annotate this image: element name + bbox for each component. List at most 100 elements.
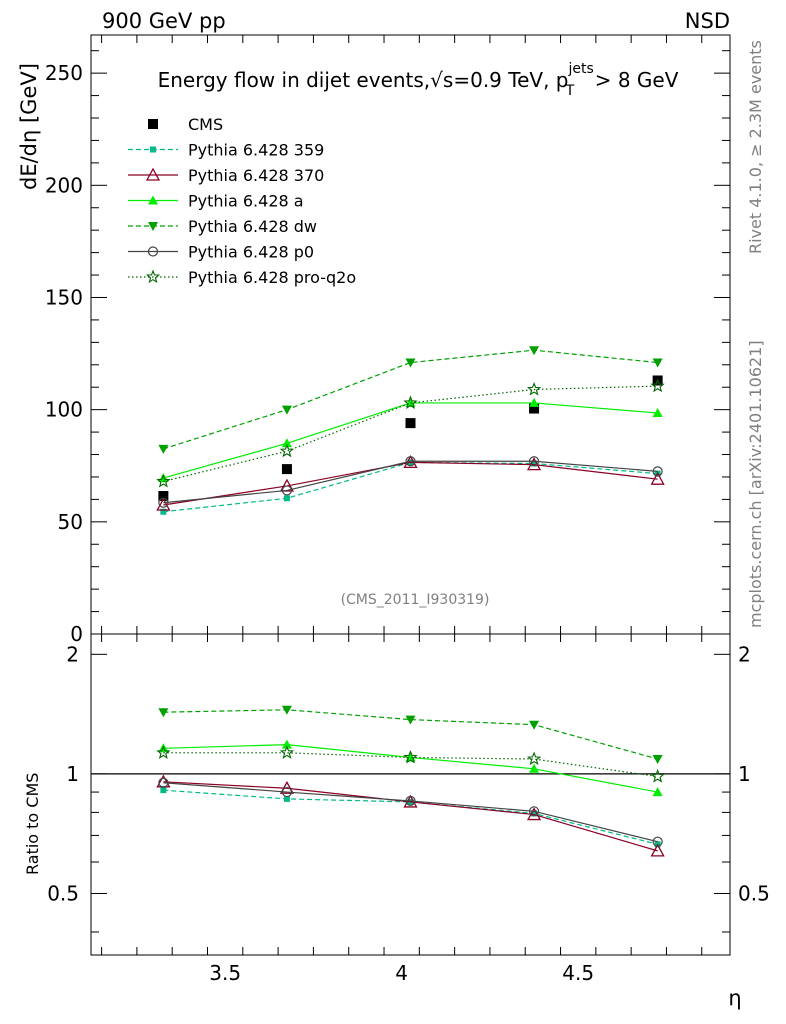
main-data-point	[158, 444, 169, 454]
main-series-line	[163, 349, 658, 450]
ratio-data-point	[279, 745, 295, 759]
legend-entry: Pythia 6.428 a	[128, 192, 304, 211]
ratio-data-point	[158, 777, 169, 788]
main-data-point	[529, 403, 540, 414]
ratio-series-line	[163, 709, 658, 760]
legend-entry: Pythia 6.428 359	[128, 141, 324, 160]
legend-marker	[150, 146, 156, 153]
main-y-tick-label: 50	[58, 510, 83, 534]
main-series-pythia-6-428-a	[158, 397, 663, 483]
main-y-tick-label: 200	[45, 173, 83, 197]
x-tick-label: 4	[395, 961, 408, 985]
main-series-pythia-6-428-dw	[158, 346, 663, 454]
main-data-point	[650, 471, 665, 485]
ratio-data-point	[529, 720, 540, 730]
ratio-y-tick-label: 0.5	[47, 881, 79, 905]
main-data-point	[405, 358, 416, 368]
main-series-line	[163, 461, 658, 506]
ratio-data-point	[652, 836, 663, 847]
main-data-point	[158, 497, 169, 508]
ratio-y-tick-label: 2	[66, 642, 79, 666]
main-y-axis-label: dE/dη [GeV]	[17, 63, 41, 190]
ratio-data-point	[405, 715, 416, 725]
main-data-point	[156, 497, 171, 511]
ratio-data-point	[160, 787, 167, 794]
main-plot-frame	[90, 34, 731, 635]
ratio-data-point	[652, 755, 663, 765]
legend-entry: Pythia 6.428 370	[128, 166, 324, 185]
ratio-data-point	[531, 810, 538, 817]
main-data-point	[650, 378, 665, 393]
main-series-line	[163, 461, 658, 513]
x-axis-label: η	[728, 986, 741, 1010]
ratio-data-point	[650, 843, 665, 857]
ratio-y-tick-label-right: 2	[738, 642, 751, 666]
mcplots-label: mcplots.cern.ch [arXiv:2401.10621]	[746, 340, 765, 628]
main-data-point	[403, 395, 418, 410]
main-series-line	[163, 460, 658, 504]
ratio-series-line	[163, 782, 658, 843]
main-data-point	[281, 438, 292, 448]
main-data-point	[281, 464, 292, 475]
ratio-y-tick-label-right: 0.5	[738, 881, 770, 905]
main-data-point	[529, 346, 540, 356]
legend-label: Pythia 6.428 a	[188, 192, 304, 211]
ratio-series-pythia-6-428-pro-q2o	[156, 745, 665, 783]
ratio-data-point	[650, 769, 665, 783]
ratio-series-pythia-6-428-dw	[158, 705, 663, 765]
main-series-cms	[158, 375, 663, 502]
ratio-data-point	[281, 705, 292, 715]
ratio-data-point	[652, 787, 663, 797]
ratio-data-point	[529, 763, 540, 773]
legend-label: Pythia 6.428 p0	[188, 243, 314, 262]
main-data-point	[281, 405, 292, 415]
ratio-series-line	[163, 789, 658, 845]
ratio-plot-frame	[90, 633, 731, 956]
legend-entry: Pythia 6.428 pro-q2o	[128, 268, 356, 287]
legend-label: Pythia 6.428 359	[188, 141, 324, 160]
header-left: 900 GeV pp	[102, 9, 226, 33]
legend-marker	[145, 269, 161, 284]
main-data-point	[279, 443, 295, 458]
main-data-point	[652, 408, 663, 418]
rivet-label: Rivet 4.1.0, ≥ 2.3M events	[746, 40, 765, 254]
main-series-line	[163, 385, 658, 483]
main-series-pythia-6-428-pro-q2o	[156, 378, 665, 488]
main-data-point	[652, 466, 663, 477]
legend-marker	[148, 119, 158, 129]
ratio-y-tick-label: 1	[66, 762, 79, 786]
legend-marker	[147, 246, 159, 257]
x-tick-label: 4.5	[562, 961, 594, 985]
header-right: NSD	[685, 9, 730, 33]
main-data-point	[526, 382, 542, 396]
main-data-point	[160, 508, 167, 515]
ratio-y-axis-label: Ratio to CMS	[23, 773, 42, 875]
main-series-pythia-6-428-p0	[158, 456, 663, 508]
main-y-tick-label: 150	[45, 285, 83, 309]
ratio-data-point	[528, 806, 540, 817]
ratio-series-pythia-6-428-370	[156, 774, 665, 857]
main-y-tick-label: 100	[45, 398, 83, 422]
main-data-point	[283, 495, 290, 502]
ratio-series-line	[163, 752, 658, 778]
chart-title: Energy flow in dijet events,√s=0.9 TeV, …	[158, 61, 679, 99]
legend-entry: Pythia 6.428 dw	[128, 217, 317, 236]
legend-entry: Pythia 6.428 p0	[128, 243, 314, 262]
legend-label: Pythia 6.428 370	[188, 166, 324, 185]
main-data-point	[156, 473, 171, 488]
ratio-data-point	[281, 786, 293, 798]
ratio-data-point	[156, 745, 171, 759]
main-data-point	[405, 456, 416, 467]
ratio-data-point	[405, 795, 416, 807]
main-data-point	[405, 418, 416, 429]
ratio-series-line	[163, 781, 658, 852]
ratio-y-tick-label-right: 1	[738, 762, 751, 786]
legend-marker	[145, 167, 161, 181]
ratio-data-point	[403, 750, 418, 764]
ratio-data-point	[281, 739, 292, 749]
ratio-data-point	[279, 780, 295, 794]
ratio-data-point	[526, 807, 542, 821]
legend-marker	[148, 195, 158, 205]
legend-label: Pythia 6.428 dw	[188, 217, 317, 236]
x-tick-label: 3.5	[209, 961, 241, 985]
